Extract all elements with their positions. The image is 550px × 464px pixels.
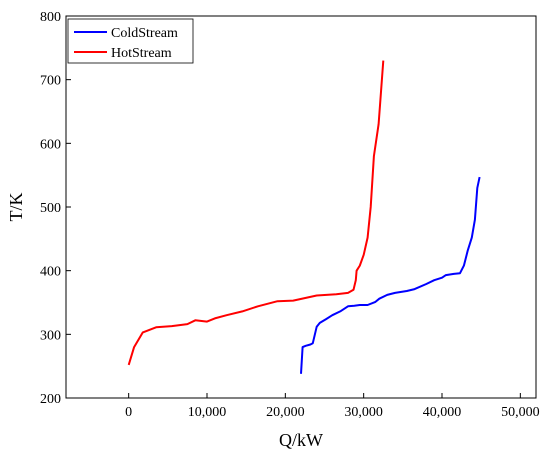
y-tick-label: 300 [40,328,61,343]
x-tick-label: 30,000 [344,405,383,420]
y-tick-label: 800 [40,10,61,25]
legend-label-coldstream: ColdStream [111,26,178,41]
series-line-hotstream [127,60,385,366]
legend-box [67,18,194,64]
x-tick-label: 20,000 [266,405,305,420]
legend: ColdStream HotStream [67,18,194,64]
y-axis-title: T/K [6,193,26,222]
x-tick-label: 0 [125,405,132,420]
plot-frame [65,15,537,399]
x-tick-label: 50,000 [501,405,540,420]
x-axis-title: Q/kW [279,430,323,450]
y-tick-label: 400 [40,265,61,280]
y-tick-label: 600 [40,137,61,152]
x-tick-label: 10,000 [188,405,227,420]
axes-layer: 0 10,000 20,000 30,000 40,000 50,000 200 300 400… [40,10,540,420]
y-tick-label: 200 [40,392,61,407]
series-line-coldstream [300,176,481,374]
y-tick-label: 700 [40,74,61,89]
x-tick-label: 40,000 [423,405,462,420]
y-tick-label: 500 [40,201,61,216]
legend-label-hotstream: HotStream [111,46,172,61]
series-layer [127,60,481,374]
